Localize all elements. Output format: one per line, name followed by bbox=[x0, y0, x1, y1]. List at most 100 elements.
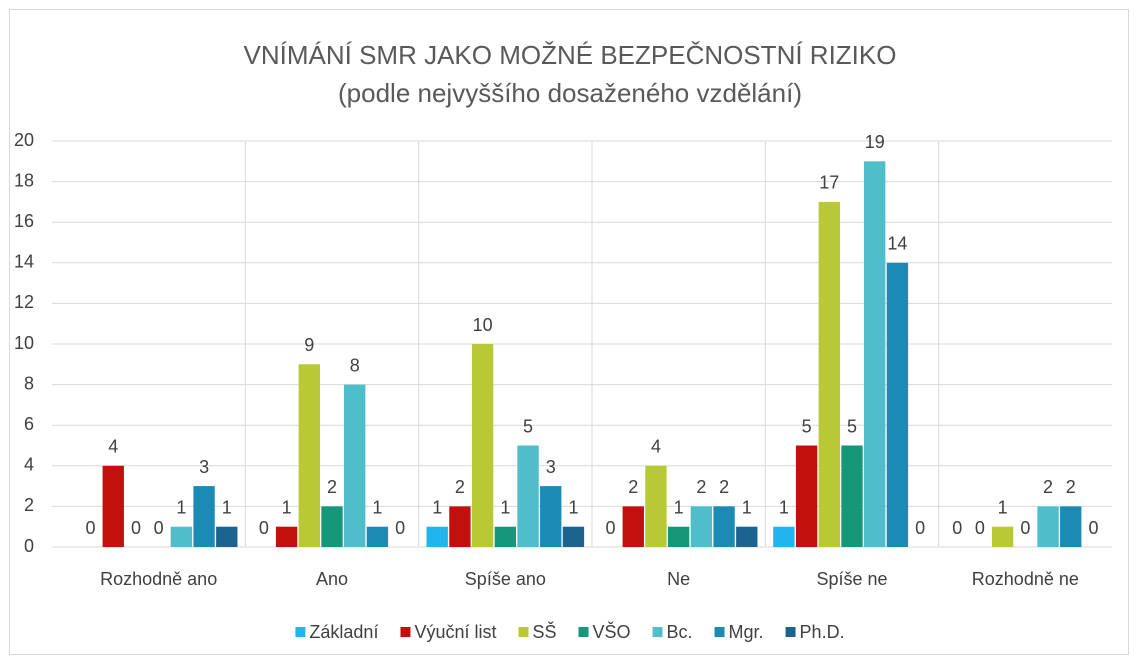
data-label: 1 bbox=[500, 497, 510, 517]
data-label: 1 bbox=[998, 497, 1008, 517]
bar bbox=[622, 506, 644, 547]
bar bbox=[841, 445, 863, 547]
data-label: 2 bbox=[455, 477, 465, 497]
y-tick-label: 14 bbox=[14, 252, 34, 272]
legend-swatch bbox=[785, 627, 796, 637]
y-tick-label: 16 bbox=[14, 211, 34, 231]
data-label: 10 bbox=[473, 315, 493, 335]
x-tick-label: Rozhodně ne bbox=[972, 569, 1079, 589]
bar bbox=[426, 526, 448, 547]
bar bbox=[818, 201, 840, 547]
data-label: 4 bbox=[651, 437, 661, 457]
data-label: 0 bbox=[154, 518, 164, 538]
y-tick-label: 2 bbox=[24, 495, 34, 515]
bar bbox=[736, 526, 758, 547]
y-tick-label: 8 bbox=[24, 373, 34, 393]
data-label: 0 bbox=[975, 518, 985, 538]
data-label: 17 bbox=[819, 173, 839, 193]
bar bbox=[991, 526, 1014, 547]
bar bbox=[1037, 506, 1059, 547]
data-label: 5 bbox=[802, 416, 812, 436]
y-tick-label: 6 bbox=[24, 414, 34, 434]
x-tick-label: Ne bbox=[667, 569, 690, 589]
data-label: 0 bbox=[395, 518, 405, 538]
bar bbox=[193, 486, 215, 547]
x-tick-label: Ano bbox=[316, 569, 348, 589]
y-tick-label: 12 bbox=[14, 292, 34, 312]
data-label: 0 bbox=[1020, 518, 1030, 538]
data-label: 14 bbox=[887, 234, 907, 254]
chart-title: VNÍMÁNÍ SMR JAKO MOŽNÉ BEZPEČNOSTNÍ RIZI… bbox=[244, 40, 897, 70]
data-label: 1 bbox=[674, 497, 684, 517]
data-label: 0 bbox=[131, 518, 141, 538]
legend-swatch bbox=[518, 627, 529, 637]
data-label: 0 bbox=[606, 518, 616, 538]
y-tick-label: 18 bbox=[14, 170, 34, 190]
data-label: 1 bbox=[372, 497, 382, 517]
legend-label: Mgr. bbox=[729, 622, 764, 642]
data-label: 0 bbox=[1088, 518, 1098, 538]
y-tick-label: 10 bbox=[14, 333, 34, 353]
bar bbox=[275, 526, 298, 547]
y-tick-label: 0 bbox=[24, 536, 34, 556]
bar bbox=[713, 506, 735, 547]
bar bbox=[773, 526, 795, 547]
data-label: 2 bbox=[628, 477, 638, 497]
data-label: 1 bbox=[432, 497, 442, 517]
data-label: 3 bbox=[199, 457, 209, 477]
data-label: 1 bbox=[568, 497, 578, 517]
bar bbox=[321, 506, 343, 547]
data-label: 1 bbox=[222, 497, 232, 517]
data-label: 1 bbox=[742, 497, 752, 517]
data-label: 8 bbox=[350, 355, 360, 375]
bar bbox=[102, 465, 124, 547]
data-label: 1 bbox=[282, 497, 292, 517]
bar bbox=[667, 526, 690, 547]
legend-label: SŠ bbox=[532, 621, 556, 642]
x-tick-label: Spíše ano bbox=[465, 569, 546, 589]
legend-swatch bbox=[652, 627, 663, 637]
bar bbox=[562, 526, 585, 547]
data-label: 0 bbox=[915, 518, 925, 538]
data-label: 2 bbox=[696, 477, 706, 497]
data-label: 1 bbox=[779, 497, 789, 517]
legend-label: VŠO bbox=[593, 621, 631, 642]
bar bbox=[517, 445, 539, 547]
legend-label: Bc. bbox=[667, 622, 693, 642]
bar bbox=[795, 445, 818, 547]
x-tick-label: Rozhodně ano bbox=[100, 569, 217, 589]
legend-swatch bbox=[400, 627, 411, 637]
legend-swatch bbox=[295, 627, 306, 637]
y-tick-label: 4 bbox=[24, 455, 34, 475]
x-tick-label: Spíše ne bbox=[816, 569, 887, 589]
y-tick-label: 20 bbox=[14, 130, 34, 150]
legend-swatch bbox=[578, 627, 589, 637]
data-label: 9 bbox=[304, 335, 314, 355]
data-label: 2 bbox=[1066, 477, 1076, 497]
bar bbox=[344, 384, 366, 547]
data-label: 4 bbox=[108, 437, 118, 457]
data-label: 3 bbox=[546, 457, 556, 477]
data-label: 5 bbox=[523, 416, 533, 436]
bar bbox=[690, 506, 713, 547]
data-label: 2 bbox=[1043, 477, 1053, 497]
bar bbox=[449, 506, 471, 547]
data-label: 2 bbox=[719, 477, 729, 497]
bar bbox=[645, 465, 667, 547]
bar bbox=[886, 262, 909, 547]
bar bbox=[216, 526, 238, 547]
bar bbox=[540, 486, 562, 547]
legend-swatch bbox=[714, 627, 725, 637]
data-label: 5 bbox=[847, 416, 857, 436]
bar bbox=[170, 526, 193, 547]
bar bbox=[471, 344, 494, 547]
data-label: 0 bbox=[259, 518, 269, 538]
bar bbox=[494, 526, 517, 547]
data-label: 19 bbox=[865, 132, 885, 152]
data-label: 2 bbox=[327, 477, 337, 497]
legend-label: Ph.D. bbox=[800, 622, 845, 642]
bar bbox=[298, 364, 320, 547]
data-label: 0 bbox=[86, 518, 96, 538]
bar bbox=[864, 161, 886, 548]
